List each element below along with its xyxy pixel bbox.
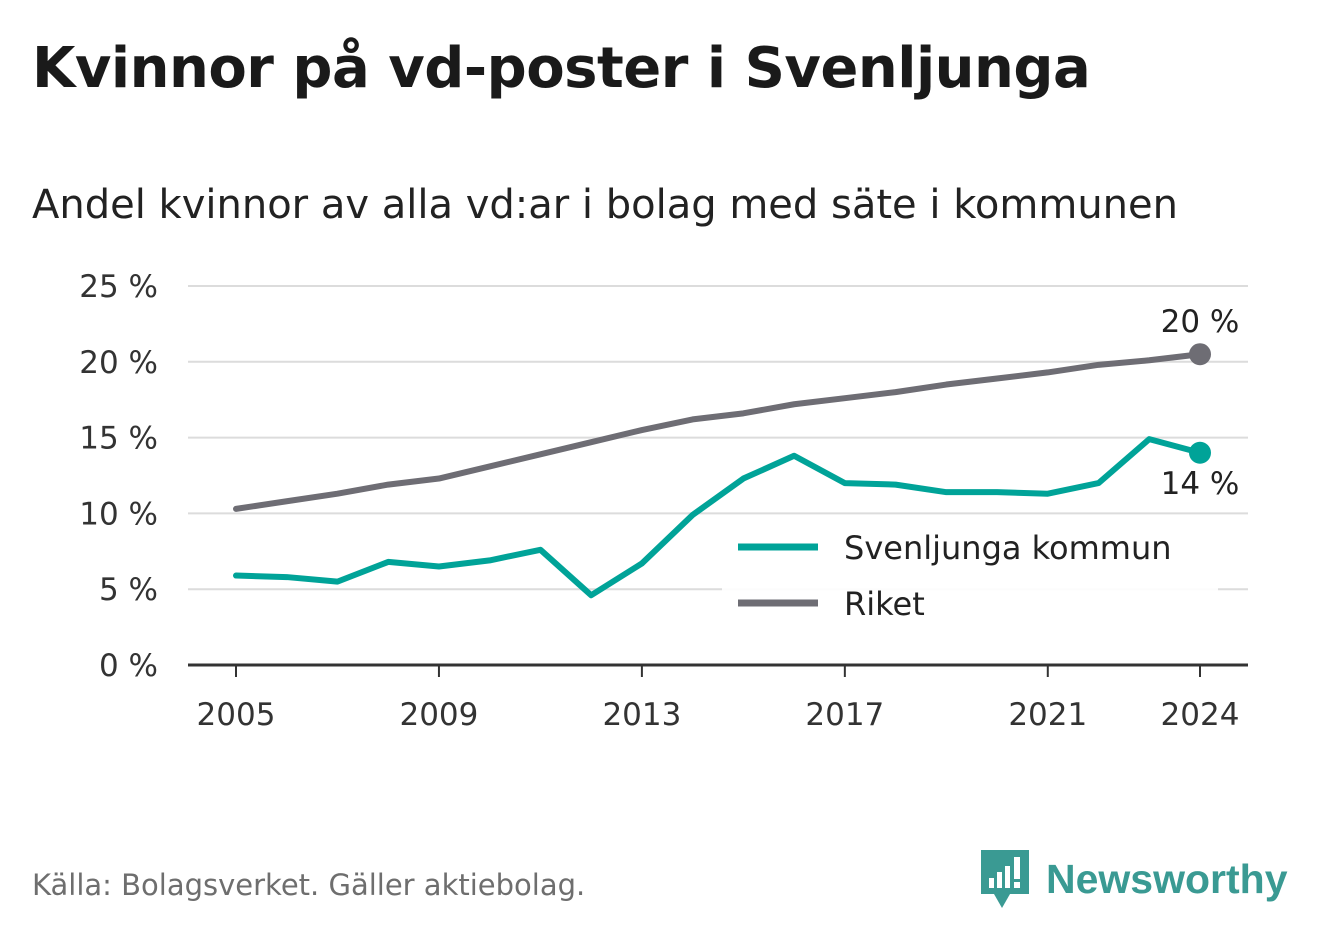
line-chart: 0 %5 %10 %15 %20 %25 % 2005 2009 2013 2017 2…	[79, 269, 1248, 733]
series-line-0	[233, 436, 1203, 599]
series-lines	[233, 351, 1203, 599]
series-end-point-1	[1189, 343, 1211, 366]
grid-lines	[188, 285, 1248, 591]
y-tick-label: 15 %	[79, 421, 158, 457]
x-tick-label: 2017	[805, 697, 884, 733]
x-tick-label: 2005	[197, 697, 276, 733]
y-tick-label: 10 %	[79, 496, 158, 532]
x-tick-label: 2009	[399, 697, 478, 733]
y-axis-ticks: 0 % 5 % 10 % 15 % 20 % 25 %	[79, 269, 158, 684]
y-tick-label: 5 %	[99, 572, 158, 608]
brand-name: Newsworthy	[1046, 855, 1288, 902]
series-line-1	[233, 351, 1203, 512]
legend-label-1: Riket	[844, 585, 925, 623]
brand-logo: Newsworthy	[980, 848, 1288, 910]
source-note: Källa: Bolagsverket. Gäller aktiebolag.	[32, 868, 586, 902]
y-tick-label: 25 %	[79, 269, 158, 305]
y-tick-label: 20 %	[79, 345, 158, 381]
x-tick-label: 2013	[602, 697, 681, 733]
series-end-points: 14 % 20 %	[1161, 304, 1240, 502]
y-tick-label: 0 %	[99, 648, 158, 684]
legend: Svenljunga kommun Riket	[722, 517, 1218, 639]
chart-title: Kvinnor på vd-poster i Svenljunga	[32, 36, 1091, 101]
legend-label-0: Svenljunga kommun	[844, 529, 1172, 567]
x-axis-ticks: 2005 2009 2013 2017 2021 2024	[197, 665, 1240, 733]
series-end-label-1: 20 %	[1161, 304, 1240, 340]
newsworthy-logo-icon	[981, 850, 1029, 908]
series-end-point-0	[1189, 441, 1211, 464]
chart-subtitle: Andel kvinnor av alla vd:ar i bolag med …	[32, 182, 1178, 228]
x-tick-label: 2024	[1161, 697, 1240, 733]
x-tick-label: 2021	[1008, 697, 1087, 733]
legend-background	[722, 517, 1218, 639]
series-end-label-0: 14 %	[1161, 466, 1240, 502]
